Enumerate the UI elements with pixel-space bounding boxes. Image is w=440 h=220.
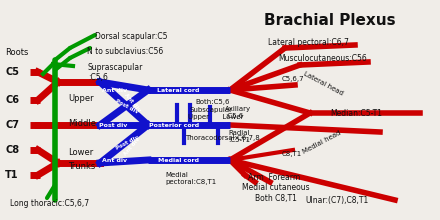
Text: C8,T1: C8,T1 xyxy=(282,151,302,157)
Text: C8: C8 xyxy=(5,145,19,155)
Text: C6: C6 xyxy=(5,95,19,105)
Text: Ulnar:(C7),C8,T1: Ulnar:(C7),C8,T1 xyxy=(305,196,368,205)
Text: Both:C5,6: Both:C5,6 xyxy=(195,99,230,105)
Text: Roots: Roots xyxy=(5,48,28,57)
Text: Suprascapular
:C5,6: Suprascapular :C5,6 xyxy=(88,63,143,82)
Text: Long thoracic:C5,6,7: Long thoracic:C5,6,7 xyxy=(10,199,89,208)
Text: Middle: Middle xyxy=(68,119,96,128)
Text: Median:C5-T1: Median:C5-T1 xyxy=(330,108,382,117)
Text: C7: C7 xyxy=(5,120,19,130)
Text: Post div: Post div xyxy=(115,135,139,151)
Text: Lateral pectoral:C6,7: Lateral pectoral:C6,7 xyxy=(268,37,349,46)
Text: Musculocutaneous:C56: Musculocutaneous:C56 xyxy=(278,53,367,62)
Text: Radial
:C5-T1: Radial :C5-T1 xyxy=(228,130,250,143)
Text: Ant div: Ant div xyxy=(123,137,141,157)
Text: C5: C5 xyxy=(5,67,19,77)
Text: Both C8,T1: Both C8,T1 xyxy=(255,194,297,202)
Text: Ant div: Ant div xyxy=(103,158,128,163)
Text: Post div: Post div xyxy=(99,123,127,128)
Text: N to subclavius:C56: N to subclavius:C56 xyxy=(87,47,163,56)
Text: Subscapular: Subscapular xyxy=(190,107,233,113)
Text: Post div: Post div xyxy=(115,99,139,115)
Text: Upper      Lower: Upper Lower xyxy=(188,114,243,120)
Text: Medial cord: Medial cord xyxy=(158,158,198,163)
Text: Medial head: Medial head xyxy=(302,129,342,155)
Text: Lateral cord: Lateral cord xyxy=(157,88,199,92)
Text: Ant div: Ant div xyxy=(103,88,128,92)
Text: C5,6,7: C5,6,7 xyxy=(282,76,304,82)
Text: T1: T1 xyxy=(5,170,18,180)
Text: Ant div: Ant div xyxy=(123,93,141,113)
Text: Lateral head: Lateral head xyxy=(303,71,345,97)
Text: Lower: Lower xyxy=(68,147,93,156)
Text: Trunks: Trunks xyxy=(68,161,95,170)
Text: Posterior cord: Posterior cord xyxy=(149,123,199,128)
Text: Dorsal scapular:C5: Dorsal scapular:C5 xyxy=(95,32,168,41)
Text: Arm  Forearm: Arm Forearm xyxy=(248,172,300,182)
Text: Thoracodorsal:C6,7,8: Thoracodorsal:C6,7,8 xyxy=(185,135,260,141)
Text: Upper: Upper xyxy=(68,94,94,103)
Text: Brachial Plexus: Brachial Plexus xyxy=(264,13,396,28)
Text: Medial
pectoral:C8,T1: Medial pectoral:C8,T1 xyxy=(165,172,216,185)
Text: Medial cutaneous: Medial cutaneous xyxy=(242,183,310,191)
Text: Axillary
:C5,6: Axillary :C5,6 xyxy=(225,106,251,119)
